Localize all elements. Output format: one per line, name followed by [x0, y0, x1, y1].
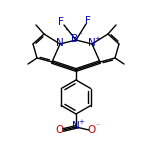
Text: B: B: [71, 34, 79, 44]
Text: ⁻: ⁻: [95, 121, 99, 131]
Text: N: N: [56, 38, 64, 48]
Text: N: N: [88, 38, 96, 48]
Text: O: O: [56, 125, 64, 135]
Text: +: +: [78, 119, 84, 125]
Text: O: O: [88, 125, 96, 135]
Text: N: N: [72, 121, 80, 131]
Text: .: .: [64, 22, 67, 32]
Text: F: F: [85, 16, 91, 26]
Text: +: +: [94, 36, 100, 42]
Text: F: F: [58, 17, 64, 27]
Text: ⁻: ⁻: [78, 31, 82, 40]
